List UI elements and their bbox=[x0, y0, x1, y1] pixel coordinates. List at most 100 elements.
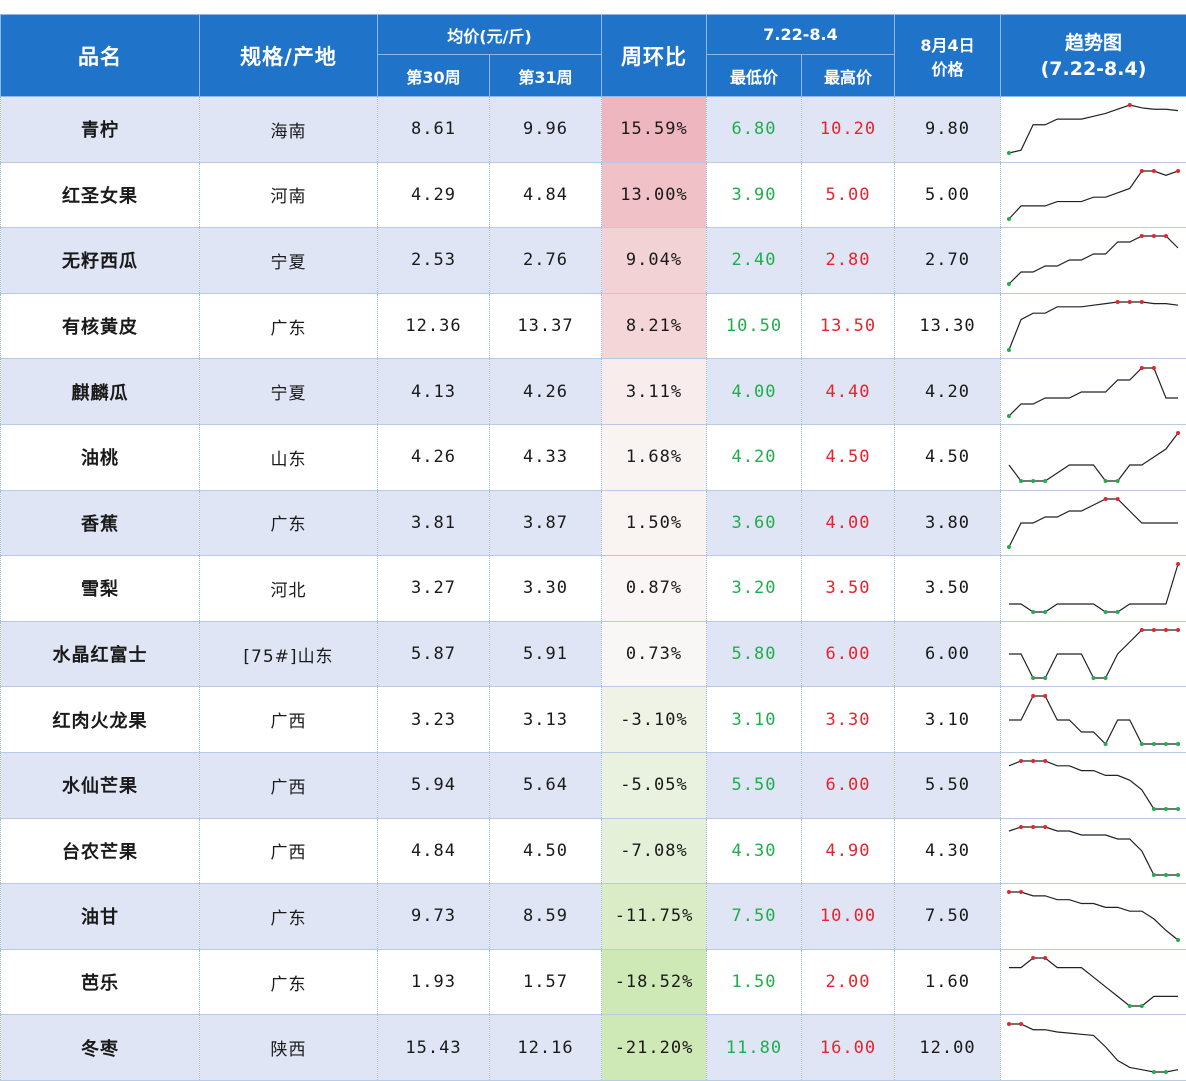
avg-week30: 4.29 bbox=[378, 162, 490, 228]
product-origin: 河南 bbox=[200, 162, 378, 228]
min-price: 4.20 bbox=[707, 424, 802, 490]
min-price: 10.50 bbox=[707, 293, 802, 359]
sparkline-max-point bbox=[1140, 169, 1144, 173]
min-price: 2.40 bbox=[707, 228, 802, 294]
avg-week31: 4.84 bbox=[490, 162, 602, 228]
avg-week30: 8.61 bbox=[378, 97, 490, 163]
product-origin: 广西 bbox=[200, 818, 378, 884]
avg-week31: 8.59 bbox=[490, 884, 602, 950]
avg-week30: 5.87 bbox=[378, 621, 490, 687]
sparkline-max-point bbox=[1152, 169, 1156, 173]
aug4-price: 9.80 bbox=[895, 97, 1001, 163]
avg-week30: 4.26 bbox=[378, 424, 490, 490]
sparkline-min-point bbox=[1164, 873, 1168, 877]
avg-week30: 12.36 bbox=[378, 293, 490, 359]
sparkline-max-point bbox=[1164, 628, 1168, 632]
sparkline-svg bbox=[1001, 950, 1186, 1014]
header-trend: 趋势图 (7.22-8.4) bbox=[1001, 15, 1186, 97]
trend-sparkline bbox=[1001, 424, 1186, 490]
sparkline-svg bbox=[1001, 556, 1186, 620]
sparkline-max-point bbox=[1031, 825, 1035, 829]
sparkline-svg bbox=[1001, 425, 1186, 489]
product-name: 油桃 bbox=[1, 424, 200, 490]
sparkline-min-point bbox=[1176, 873, 1180, 877]
max-price: 3.30 bbox=[802, 687, 895, 753]
price-table: 品名 规格/产地 均价(元/斤) 周环比 7.22-8.4 8月4日 价格 趋势… bbox=[0, 14, 1186, 1081]
sparkline-max-point bbox=[1031, 759, 1035, 763]
wow-change: 8.21% bbox=[602, 293, 707, 359]
aug4-price: 4.20 bbox=[895, 359, 1001, 425]
sparkline-svg bbox=[1001, 753, 1186, 817]
max-price: 6.00 bbox=[802, 621, 895, 687]
sparkline-svg bbox=[1001, 360, 1186, 424]
trend-sparkline bbox=[1001, 687, 1186, 753]
sparkline-max-point bbox=[1031, 956, 1035, 960]
sparkline-max-point bbox=[1152, 234, 1156, 238]
avg-week31: 4.33 bbox=[490, 424, 602, 490]
trend-sparkline bbox=[1001, 1015, 1186, 1081]
sparkline-line bbox=[1009, 433, 1178, 481]
header-aug4-line2: 价格 bbox=[895, 56, 1000, 80]
sparkline-min-point bbox=[1140, 1004, 1144, 1008]
sparkline-svg bbox=[1001, 688, 1186, 752]
sparkline-min-point bbox=[1164, 742, 1168, 746]
sparkline-max-point bbox=[1176, 169, 1180, 173]
sparkline-line bbox=[1009, 761, 1178, 809]
sparkline-max-point bbox=[1140, 628, 1144, 632]
header-trend-line2: (7.22-8.4) bbox=[1001, 56, 1186, 82]
sparkline-max-point bbox=[1152, 366, 1156, 370]
min-price: 7.50 bbox=[707, 884, 802, 950]
product-name: 油甘 bbox=[1, 884, 200, 950]
sparkline-max-point bbox=[1116, 497, 1120, 501]
sparkline-svg bbox=[1001, 491, 1186, 555]
sparkline-min-point bbox=[1152, 873, 1156, 877]
wow-change: 13.00% bbox=[602, 162, 707, 228]
max-price: 2.80 bbox=[802, 228, 895, 294]
product-name: 水仙芒果 bbox=[1, 752, 200, 818]
avg-week31: 5.64 bbox=[490, 752, 602, 818]
sparkline-min-point bbox=[1031, 610, 1035, 614]
aug4-price: 4.30 bbox=[895, 818, 1001, 884]
header-wow: 周环比 bbox=[602, 15, 707, 97]
avg-week31: 5.91 bbox=[490, 621, 602, 687]
trend-sparkline bbox=[1001, 97, 1186, 163]
sparkline-min-point bbox=[1007, 348, 1011, 352]
sparkline-svg bbox=[1001, 1016, 1186, 1080]
sparkline-line bbox=[1009, 105, 1178, 153]
avg-week30: 3.23 bbox=[378, 687, 490, 753]
header-max-price: 最高价 bbox=[802, 55, 895, 97]
sparkline-min-point bbox=[1043, 610, 1047, 614]
sparkline-max-point bbox=[1007, 1022, 1011, 1026]
avg-week30: 9.73 bbox=[378, 884, 490, 950]
trend-sparkline bbox=[1001, 949, 1186, 1015]
product-origin: 陕西 bbox=[200, 1015, 378, 1081]
avg-week30: 3.81 bbox=[378, 490, 490, 556]
trend-sparkline bbox=[1001, 162, 1186, 228]
sparkline-line bbox=[1009, 630, 1178, 678]
trend-sparkline bbox=[1001, 359, 1186, 425]
wow-change: -7.08% bbox=[602, 818, 707, 884]
min-price: 3.10 bbox=[707, 687, 802, 753]
product-origin: 山东 bbox=[200, 424, 378, 490]
max-price: 10.00 bbox=[802, 884, 895, 950]
wow-change: 3.11% bbox=[602, 359, 707, 425]
header-avg-group: 均价(元/斤) bbox=[378, 15, 602, 55]
sparkline-line bbox=[1009, 1024, 1178, 1072]
product-origin: 广东 bbox=[200, 884, 378, 950]
min-price: 4.00 bbox=[707, 359, 802, 425]
max-price: 6.00 bbox=[802, 752, 895, 818]
sparkline-svg bbox=[1001, 228, 1186, 292]
aug4-price: 5.00 bbox=[895, 162, 1001, 228]
sparkline-min-point bbox=[1007, 151, 1011, 155]
min-price: 5.80 bbox=[707, 621, 802, 687]
product-name: 芭乐 bbox=[1, 949, 200, 1015]
product-name: 青柠 bbox=[1, 97, 200, 163]
header-week30: 第30周 bbox=[378, 55, 490, 97]
sparkline-svg bbox=[1001, 819, 1186, 883]
